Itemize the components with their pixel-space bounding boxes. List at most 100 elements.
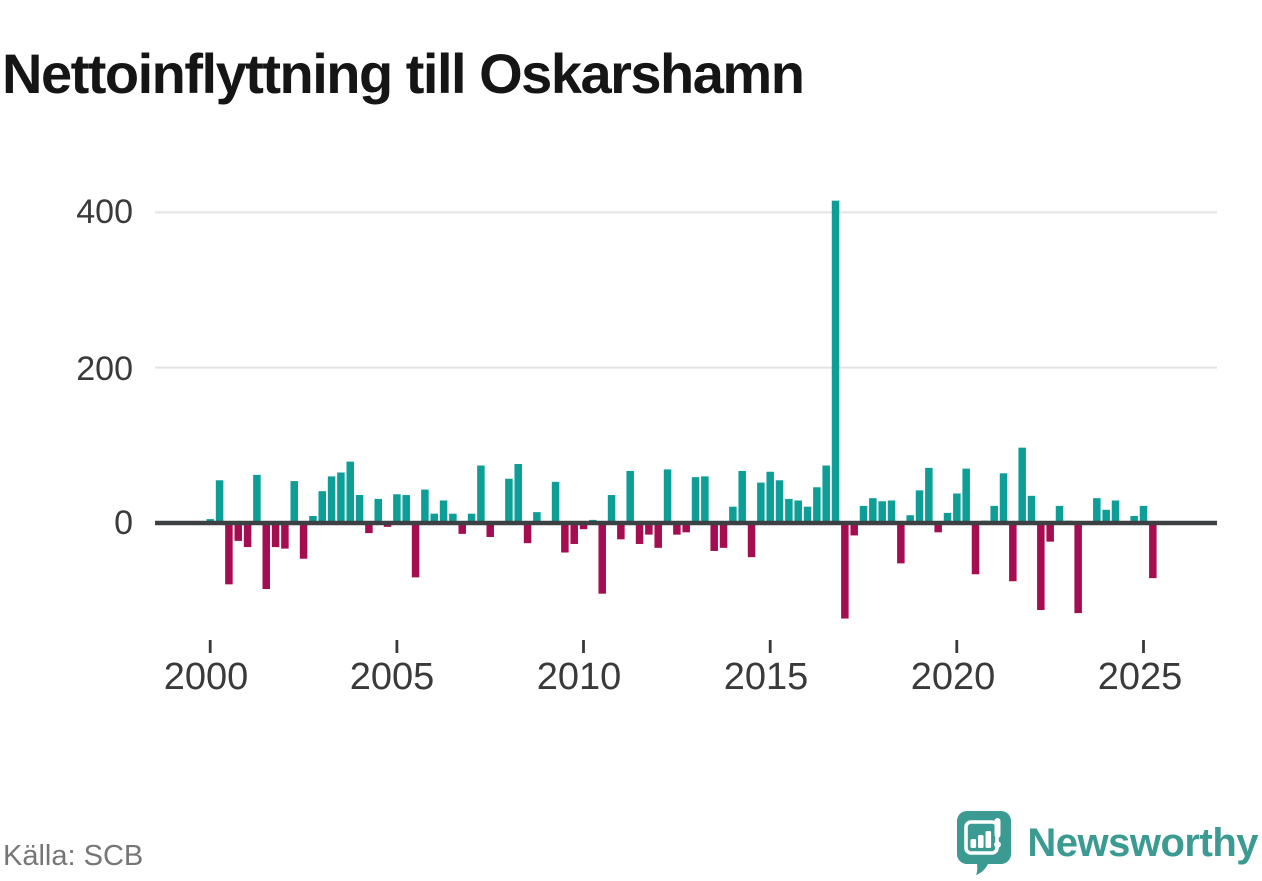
chart-bar-2021-Q4 xyxy=(1018,447,1026,523)
chart-bar-2023-Q2 xyxy=(1074,523,1082,614)
chart-bar-2009-Q4 xyxy=(570,523,578,544)
chart-bar-2013-Q2 xyxy=(701,476,709,523)
chart-bar-2025-Q1 xyxy=(1139,505,1148,523)
chart-bar-2003-Q3 xyxy=(337,472,345,523)
chart-bar-2013-Q4 xyxy=(719,523,728,548)
chart-bar-2002-Q3 xyxy=(299,523,308,559)
chart-bar-2010-Q4 xyxy=(607,495,616,523)
chart-bar-2018-Q2 xyxy=(887,500,896,523)
chart-bar-2009-Q2 xyxy=(551,481,560,523)
x-axis-tick-label-2025: 2025 xyxy=(1097,656,1183,698)
chart-bar-2017-Q2 xyxy=(850,523,858,536)
chart-bar-2006-Q1 xyxy=(430,513,438,523)
chart-bar-2009-Q3 xyxy=(561,523,569,553)
chart-bar-2012-Q1 xyxy=(654,523,662,548)
chart-bar-2015-Q3 xyxy=(785,498,793,523)
x-axis-tick-label-2015: 2015 xyxy=(723,656,809,698)
chart-bar-2000-Q4 xyxy=(234,523,242,541)
chart-bar-2021-Q2 xyxy=(999,473,1008,523)
chart-bar-2024-Q2 xyxy=(1111,500,1120,523)
y-axis-tick-label-400: 400 xyxy=(76,193,133,231)
newsworthy-logo-icon xyxy=(955,810,1013,876)
y-axis-tick-label-0: 0 xyxy=(114,504,133,542)
x-axis-tick-label-2020: 2020 xyxy=(910,656,996,698)
chart-bar-2011-Q2 xyxy=(626,470,634,523)
chart-area: 400 200 0 2000 2005 2010 2015 2020 2025 xyxy=(76,193,1217,698)
chart-bar-2000-Q3 xyxy=(225,523,233,585)
y-axis-tick-label-200: 200 xyxy=(76,350,133,388)
chart-bar-2016-Q1 xyxy=(803,506,812,523)
chart-bar-2001-Q4 xyxy=(271,523,280,548)
chart-bar-2014-Q3 xyxy=(747,523,756,558)
chart-bar-2005-Q3 xyxy=(411,523,420,578)
chart-bar-2000-Q2 xyxy=(215,480,224,523)
chart-bar-2018-Q1 xyxy=(878,501,886,523)
x-axis-tick-2015 xyxy=(768,640,772,653)
chart-bar-2014-Q4 xyxy=(757,482,765,523)
chart-bar-2019-Q1 xyxy=(915,490,924,523)
chart-bar-2021-Q1 xyxy=(990,505,998,523)
chart-bar-2001-Q1 xyxy=(243,523,252,548)
chart-bar-2023-Q4 xyxy=(1093,498,1101,523)
chart-bar-2016-Q3 xyxy=(822,465,830,523)
chart-bar-2007-Q2 xyxy=(477,465,485,523)
chart-bar-2022-Q1 xyxy=(1027,495,1036,523)
chart-bar-2004-Q1 xyxy=(355,495,364,523)
chart-title: Nettoinflyttning till Oskarshamn xyxy=(2,41,805,105)
chart-bar-2014-Q2 xyxy=(738,470,746,523)
chart-bar-2002-Q2 xyxy=(290,481,298,523)
chart-bar-2015-Q4 xyxy=(794,500,802,523)
chart-bar-2019-Q2 xyxy=(925,467,933,523)
newsworthy-logo[interactable]: Newsworthy xyxy=(955,810,1258,876)
chart-bar-2015-Q1 xyxy=(766,471,774,523)
chart-bar-2012-Q4 xyxy=(682,523,690,533)
chart-bar-2003-Q4 xyxy=(346,461,354,523)
x-axis-tick-2005 xyxy=(395,640,399,653)
chart-bar-2020-Q1 xyxy=(953,493,961,523)
chart-bar-2008-Q1 xyxy=(505,478,513,523)
x-axis-tick-2025 xyxy=(1142,640,1145,653)
chart-bar-2024-Q4 xyxy=(1130,516,1138,523)
chart-bar-2010-Q1 xyxy=(579,523,588,530)
newsworthy-wordmark: Newsworthy xyxy=(1027,821,1258,865)
chart-bar-2014-Q1 xyxy=(729,506,737,523)
chart-bar-2017-Q1 xyxy=(841,523,849,619)
chart-bar-2012-Q3 xyxy=(673,523,681,535)
chart-bar-2012-Q2 xyxy=(663,469,672,523)
x-axis-tick-2020 xyxy=(955,640,959,653)
chart-bar-2017-Q3 xyxy=(859,505,868,523)
chart-bar-2007-Q1 xyxy=(467,513,476,523)
chart-bar-2005-Q1 xyxy=(393,494,401,523)
chart-bar-2021-Q3 xyxy=(1009,523,1017,582)
chart-bar-2025-Q2 xyxy=(1149,523,1157,579)
chart-bar-2015-Q2 xyxy=(775,480,784,523)
chart-bar-2005-Q2 xyxy=(402,495,410,523)
chart-bar-2006-Q3 xyxy=(449,513,457,523)
bar-chart-canvas xyxy=(155,200,1217,653)
x-axis-tick-label-2000: 2000 xyxy=(163,656,249,698)
chart-bar-2011-Q3 xyxy=(635,523,644,544)
chart-bar-2007-Q3 xyxy=(486,523,494,537)
chart-bar-2018-Q4 xyxy=(906,515,914,523)
chart-bar-2006-Q4 xyxy=(458,523,466,534)
chart-bar-2024-Q1 xyxy=(1102,509,1110,523)
chart-bar-2008-Q2 xyxy=(514,463,522,523)
chart-bar-2019-Q3 xyxy=(934,523,942,533)
chart-bar-2008-Q3 xyxy=(523,523,532,544)
chart-bar-2016-Q4 xyxy=(831,200,840,524)
chart-bar-2022-Q2 xyxy=(1037,523,1045,610)
x-axis-tick-label-2010: 2010 xyxy=(536,656,622,698)
chart-bar-2002-Q1 xyxy=(281,523,289,549)
chart-bar-2011-Q1 xyxy=(617,523,625,540)
chart-bar-2004-Q3 xyxy=(374,498,382,523)
x-axis-tick-2000 xyxy=(208,640,212,653)
chart-bar-2003-Q1 xyxy=(318,491,326,523)
chart-bar-2020-Q2 xyxy=(962,468,970,523)
chart-bar-2013-Q3 xyxy=(710,523,718,551)
chart-bar-2005-Q4 xyxy=(421,489,429,523)
chart-bar-2017-Q4 xyxy=(869,498,877,523)
chart-bar-2016-Q2 xyxy=(813,487,821,523)
chart-bar-2003-Q2 xyxy=(327,476,336,523)
chart-bar-2010-Q3 xyxy=(598,523,606,594)
chart-bar-2002-Q4 xyxy=(309,516,317,523)
